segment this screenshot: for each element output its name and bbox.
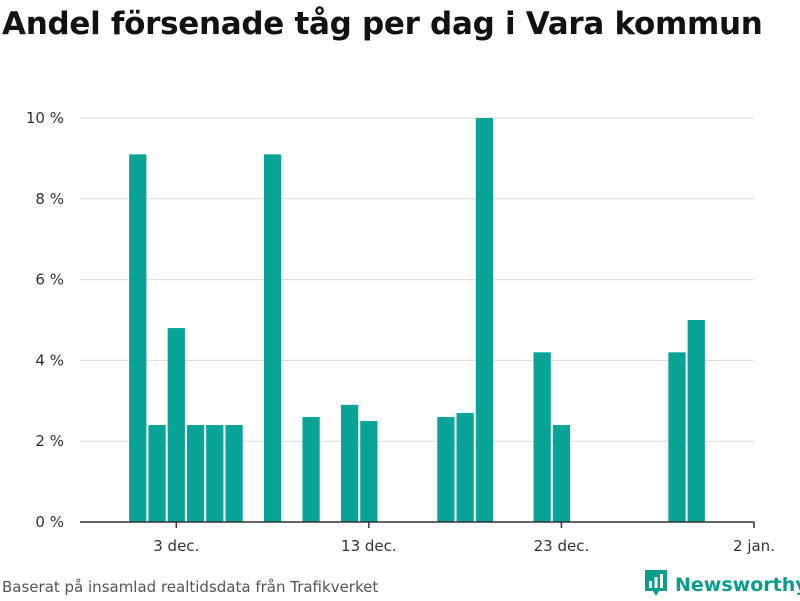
x-tick-label: 2 jan. [733,537,775,555]
source-note: Baserat på insamlad realtidsdata från Tr… [2,578,379,596]
bar [340,404,359,522]
bar [148,425,166,522]
bar [360,421,378,522]
bar [186,425,205,522]
bars [129,118,705,523]
bar [533,352,551,522]
newsworthy-logo-icon [644,569,668,601]
y-tick-label: 4 % [35,351,64,369]
newsworthy-brand: Newsworthy [644,570,800,600]
x-tick-label: 13 dec. [341,537,397,555]
y-tick-label: 8 % [35,190,64,208]
bar [263,154,282,523]
y-tick-label: 6 % [35,271,64,289]
bar [167,328,185,522]
y-tick-label: 2 % [35,432,64,450]
bar [129,154,147,523]
y-tick-label: 0 % [35,513,64,531]
x-axis: 3 dec. 13 dec. 23 dec. 2 jan. [153,522,775,555]
bar [668,352,686,522]
x-tick-label: 3 dec. [153,537,199,555]
bar [206,425,224,522]
newsworthy-wordmark: Newsworthy [675,574,800,596]
bar [687,320,705,522]
bar [302,416,320,522]
bar [475,118,494,522]
x-tick-label: 23 dec. [534,537,590,555]
bar [456,412,474,522]
y-tick-label: 10 % [26,109,64,127]
bar [225,425,243,522]
y-axis: 0 % 2 % 4 % 6 % 8 % 10 % [26,109,64,531]
bar [552,425,571,522]
bar [437,416,455,522]
chart-title: Andel försenade tåg per dag i Vara kommu… [2,6,763,42]
